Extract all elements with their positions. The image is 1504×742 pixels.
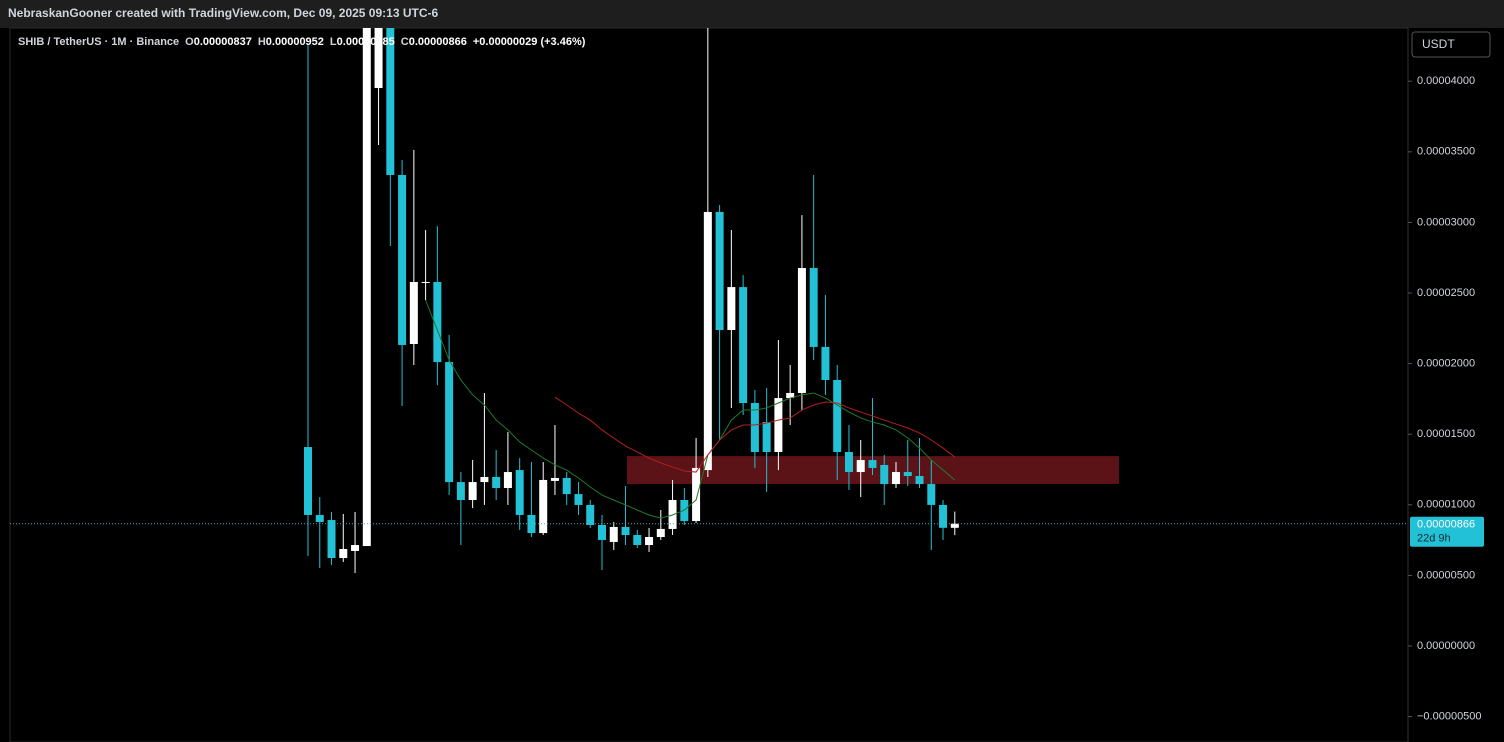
candle-body (339, 548, 348, 559)
candle-body (492, 476, 501, 488)
candle-body (868, 460, 877, 468)
price-tag (1410, 516, 1484, 547)
currency[interactable]: USDT (1422, 37, 1455, 51)
legend-value: 0.00000866 (409, 36, 467, 48)
candle-body (880, 464, 889, 485)
candle-body (809, 268, 818, 347)
candle-body (386, 28, 395, 175)
candle-body (409, 282, 418, 344)
candle-body (621, 526, 630, 536)
countdown: 22d 9h (1417, 533, 1451, 545)
candle-body (304, 447, 312, 515)
candle-body (315, 514, 324, 523)
legend-key: L (330, 36, 337, 48)
header-bar (0, 0, 1504, 28)
candle-body (821, 346, 830, 380)
legend-value: 0.00000837 (194, 36, 252, 48)
candle-body (562, 477, 571, 495)
legend-key: H (258, 36, 266, 48)
y-tick-label: −0.00000500 (1417, 710, 1482, 722)
candle-body (527, 514, 536, 534)
plot (10, 28, 1408, 573)
candle-body (774, 398, 783, 452)
legend-key: C (401, 36, 409, 48)
legend-change: +0.00000029 (+3.46%) (473, 36, 586, 48)
candle-body (515, 470, 524, 515)
candle-body (762, 422, 771, 452)
candle-body (727, 287, 736, 331)
price-tag-label: 0.00000866 (1417, 519, 1475, 531)
candle-body (539, 479, 548, 534)
candle-body (692, 467, 701, 522)
candle-body (703, 211, 712, 471)
candle-body (586, 504, 595, 525)
candle-body (797, 268, 806, 393)
candle-body (362, 28, 371, 547)
y-tick-label: 0.00002500 (1417, 287, 1475, 299)
candle-body (903, 472, 912, 476)
candle-body (456, 482, 465, 500)
legend-title: SHIB / TetherUS · 1M · Binance (18, 36, 179, 48)
y-tick-label: 0.00004000 (1417, 75, 1475, 87)
candle-body (656, 528, 665, 537)
legend-value: 0.00000952 (266, 36, 324, 48)
candle-body (915, 475, 924, 485)
candle-body (480, 476, 489, 483)
candle-body (927, 484, 936, 505)
moving-average (425, 299, 956, 519)
candle-body (398, 174, 407, 345)
candle-body (327, 520, 336, 559)
candle-body (950, 523, 959, 528)
y-tick-label: 0.00003500 (1417, 146, 1475, 158)
currency-button[interactable] (1411, 31, 1491, 58)
candle-body (445, 362, 454, 483)
y-tick-label: 0.00000000 (1417, 640, 1475, 652)
candle-body (715, 211, 724, 331)
candle-body (786, 392, 795, 399)
candle-body (750, 403, 759, 452)
candle-body (351, 545, 360, 551)
candle-body (739, 287, 748, 404)
candle-body (574, 494, 583, 505)
candle-body (892, 472, 900, 485)
price-axis: −0.00000500 0.00000000 0.00000500 0.0000100… (1408, 75, 1482, 722)
candle-body (844, 451, 853, 473)
candle-body (550, 477, 559, 481)
candle-body (633, 535, 642, 546)
y-tick-label: 0.00002000 (1417, 358, 1475, 370)
candle-body (433, 282, 442, 363)
y-tick-label: 0.00001500 (1417, 428, 1475, 440)
legend-key: O (185, 36, 194, 48)
caption: NebraskanGooner created with TradingView… (8, 6, 438, 20)
candle-body (598, 524, 606, 540)
candle-body (833, 379, 842, 452)
y-tick-label: 0.00000500 (1417, 569, 1475, 581)
candle-body (609, 526, 618, 542)
candle-body (856, 460, 865, 473)
candle-body (374, 28, 383, 89)
legend: SHIB / TetherUS · 1M · Binance O0.0000083… (18, 36, 586, 48)
y-tick-label: 0.00003000 (1417, 216, 1475, 228)
moving-average (554, 396, 956, 473)
candle-body (421, 282, 430, 284)
candle-body (939, 504, 948, 528)
candle-body (645, 536, 654, 546)
candle-body (503, 472, 512, 488)
legend-value: 0.00000785 (337, 36, 395, 48)
candle-body (468, 482, 477, 500)
y-tick-label: 0.00001000 (1417, 499, 1475, 511)
